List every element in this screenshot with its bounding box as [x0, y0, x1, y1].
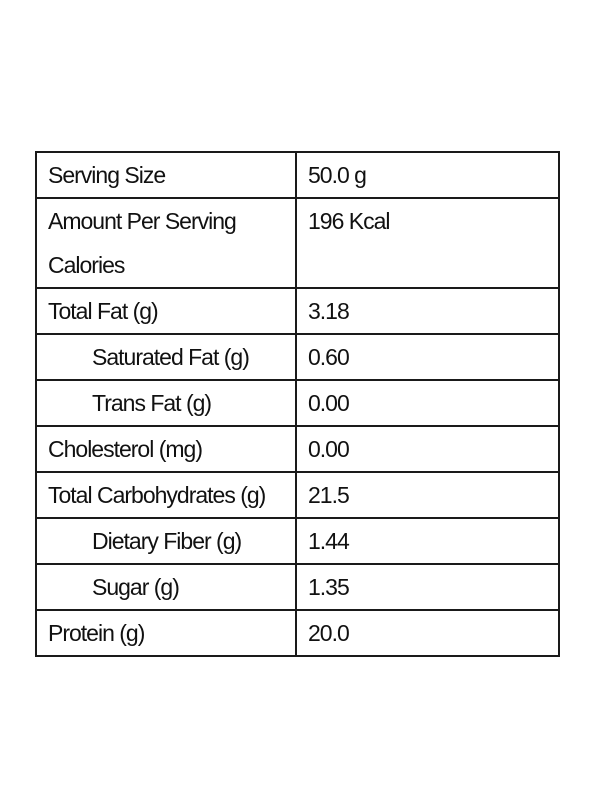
sugar-value: 1.35: [295, 563, 560, 611]
cholesterol-label: Cholesterol (mg): [35, 425, 297, 473]
total-carbohydrates-value: 21.5: [295, 471, 560, 519]
amount-per-serving-label: Amount Per Serving: [48, 208, 237, 234]
saturated-fat-value: 0.60: [295, 333, 560, 381]
calories-value: 196 Kcal: [295, 197, 560, 289]
table-row-saturated-fat: Saturated Fat (g) 0.60: [35, 333, 560, 381]
trans-fat-label: Trans Fat (g): [35, 379, 297, 427]
table-row-cholesterol: Cholesterol (mg) 0.00: [35, 425, 560, 473]
table-row-dietary-fiber: Dietary Fiber (g) 1.44: [35, 517, 560, 565]
table-row-protein: Protein (g) 20.0: [35, 609, 560, 657]
cholesterol-value: 0.00: [295, 425, 560, 473]
dietary-fiber-label: Dietary Fiber (g): [35, 517, 297, 565]
table-row-calories: Amount Per Serving Calories 196 Kcal: [35, 197, 560, 289]
table-row-total-carbohydrates: Total Carbohydrates (g) 21.5: [35, 471, 560, 519]
dietary-fiber-value: 1.44: [295, 517, 560, 565]
saturated-fat-label: Saturated Fat (g): [35, 333, 297, 381]
serving-size-label: Serving Size: [35, 151, 297, 199]
table-row-serving-size: Serving Size 50.0 g: [35, 151, 560, 199]
serving-size-value: 50.0 g: [295, 151, 560, 199]
table-row-sugar: Sugar (g) 1.35: [35, 563, 560, 611]
total-carbohydrates-label: Total Carbohydrates (g): [35, 471, 297, 519]
calories-label-cell: Amount Per Serving Calories: [35, 197, 297, 289]
nutrition-table-body: Serving Size 50.0 g Amount Per Serving C…: [35, 151, 560, 657]
sugar-label: Sugar (g): [35, 563, 297, 611]
table-row-trans-fat: Trans Fat (g) 0.00: [35, 379, 560, 427]
nutrition-table: Serving Size 50.0 g Amount Per Serving C…: [35, 151, 560, 657]
calories-label: Calories: [48, 252, 125, 278]
total-fat-label: Total Fat (g): [35, 287, 297, 335]
protein-value: 20.0: [295, 609, 560, 657]
protein-label: Protein (g): [35, 609, 297, 657]
total-fat-value: 3.18: [295, 287, 560, 335]
table-row-total-fat: Total Fat (g) 3.18: [35, 287, 560, 335]
trans-fat-value: 0.00: [295, 379, 560, 427]
